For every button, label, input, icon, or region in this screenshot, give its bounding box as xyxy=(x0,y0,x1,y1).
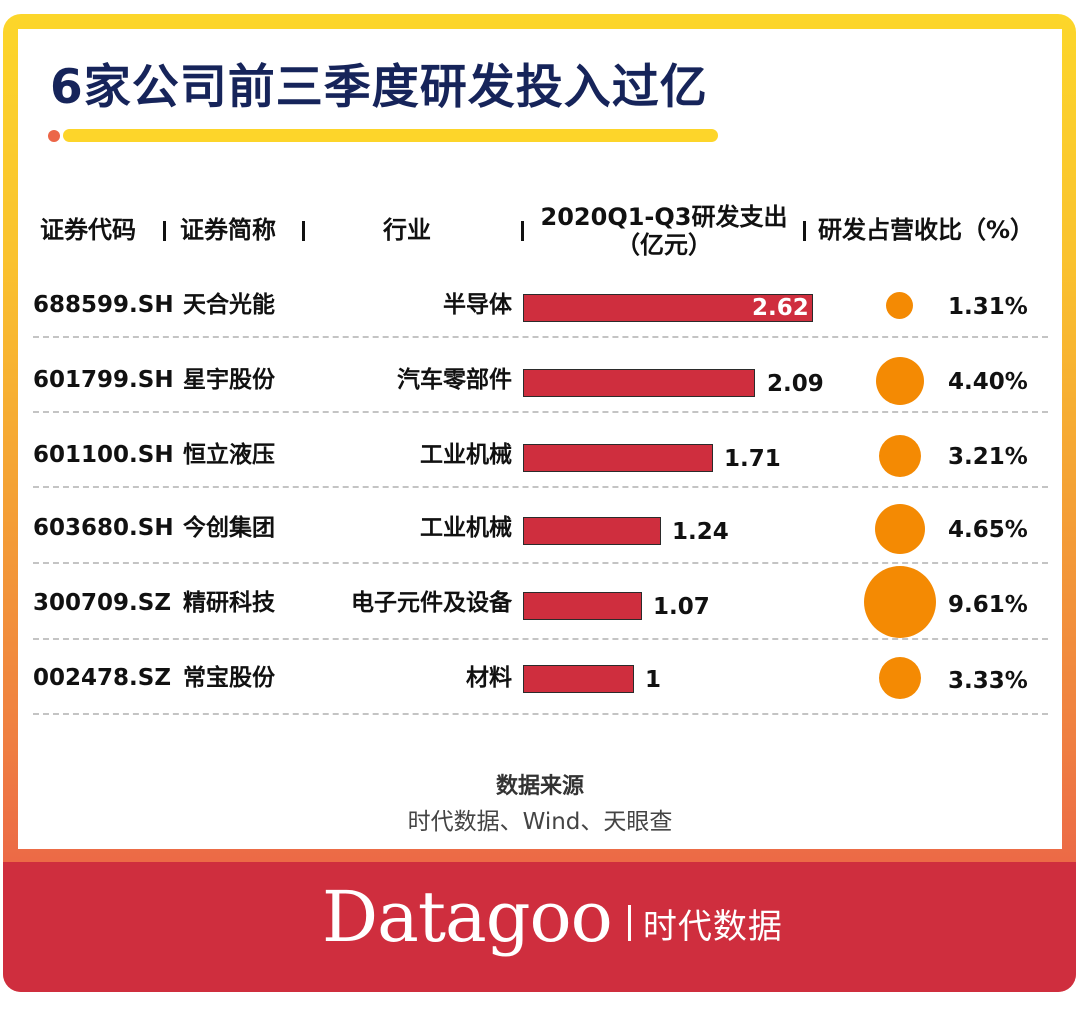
rd-bar xyxy=(523,665,634,693)
cell-industry: 半导体 xyxy=(443,292,512,318)
table-row: 601100.SH 恒立液压 工业机械 1.71 3.21% xyxy=(0,418,1080,493)
header-name: 证券简称 xyxy=(180,216,276,244)
rd-bar xyxy=(523,369,755,397)
row-divider xyxy=(33,713,1048,715)
rd-value: 1.24 xyxy=(672,519,729,545)
table-row: 002478.SZ 常宝股份 材料 1 3.33% xyxy=(0,643,1080,718)
header-separator xyxy=(803,221,806,241)
source-text: 时代数据、Wind、天眼查 xyxy=(407,809,673,835)
ratio-bubble xyxy=(886,292,913,319)
cell-code: 601799.SH xyxy=(33,367,174,393)
cell-industry: 电子元件及设备 xyxy=(351,590,512,616)
page-title: 6家公司前三季度研发投入过亿 xyxy=(50,60,708,115)
header-separator xyxy=(163,221,166,241)
rd-bar xyxy=(523,517,661,545)
source-label: 数据来源 xyxy=(495,774,584,799)
rd-bar xyxy=(523,592,642,620)
ratio-value: 9.61% xyxy=(948,592,1028,618)
cell-name: 今创集团 xyxy=(183,515,275,541)
rd-value: 1.71 xyxy=(724,446,781,472)
cell-industry: 汽车零部件 xyxy=(397,367,512,393)
header-rd-line1: 2020Q1-Q3研发支出 xyxy=(540,203,788,231)
ratio-value: 1.31% xyxy=(948,294,1028,320)
header-separator xyxy=(302,221,305,241)
header-rd-line2: （亿元） xyxy=(616,231,712,259)
cell-name: 精研科技 xyxy=(183,590,275,616)
cell-code: 688599.SH xyxy=(33,292,174,318)
cell-code: 603680.SH xyxy=(33,515,174,541)
table-row: 300709.SZ 精研科技 电子元件及设备 1.07 9.61% xyxy=(0,566,1080,643)
rd-value: 2.62 xyxy=(752,295,809,321)
ratio-bubble xyxy=(879,435,921,477)
ratio-bubble xyxy=(876,357,924,405)
row-divider xyxy=(33,336,1048,338)
cell-name: 星宇股份 xyxy=(183,367,275,393)
rd-value: 1.07 xyxy=(653,594,710,620)
cell-code: 002478.SZ xyxy=(33,665,171,691)
table-row: 688599.SH 天合光能 半导体 2.62 1.31% xyxy=(0,268,1080,343)
cell-name: 恒立液压 xyxy=(183,442,275,468)
ratio-value: 4.65% xyxy=(948,517,1028,543)
cell-code: 601100.SH xyxy=(33,442,174,468)
logo-divider xyxy=(627,905,631,941)
cell-name: 常宝股份 xyxy=(183,665,275,691)
cell-code: 300709.SZ xyxy=(33,590,171,616)
logo-chinese-name: 时代数据 xyxy=(642,906,783,947)
logo-wordmark: Datagoo xyxy=(322,876,613,958)
title-underline-bar xyxy=(63,129,718,142)
rd-value: 2.09 xyxy=(767,371,824,397)
ratio-bubble xyxy=(864,566,936,638)
rd-value: 1 xyxy=(645,667,662,693)
ratio-value: 3.21% xyxy=(948,444,1028,470)
ratio-bubble xyxy=(879,657,921,699)
ratio-value: 4.40% xyxy=(948,369,1028,395)
ratio-value: 3.33% xyxy=(948,668,1028,694)
header-ratio: 研发占营收比（%） xyxy=(818,216,1035,244)
rd-bar xyxy=(523,294,813,322)
cell-industry: 材料 xyxy=(466,665,512,691)
header-separator xyxy=(521,221,524,241)
footer-band xyxy=(3,862,1076,992)
row-divider xyxy=(33,638,1048,640)
cell-name: 天合光能 xyxy=(183,292,275,318)
header-code: 证券代码 xyxy=(40,216,136,244)
cell-industry: 工业机械 xyxy=(420,515,512,541)
header-industry: 行业 xyxy=(383,216,431,244)
row-divider xyxy=(33,562,1048,564)
title-accent-dot xyxy=(48,130,60,142)
datagoo-logo: Datagoo 时代数据 xyxy=(322,872,783,962)
row-divider xyxy=(33,411,1048,413)
ratio-bubble xyxy=(875,504,925,554)
table-row: 601799.SH 星宇股份 汽车零部件 2.09 4.40% xyxy=(0,343,1080,418)
rd-bar xyxy=(523,444,713,472)
cell-industry: 工业机械 xyxy=(420,442,512,468)
table-row: 603680.SH 今创集团 工业机械 1.24 4.65% xyxy=(0,493,1080,568)
header-rd-expense: 2020Q1-Q3研发支出 （亿元） xyxy=(536,203,792,259)
row-divider xyxy=(33,486,1048,488)
